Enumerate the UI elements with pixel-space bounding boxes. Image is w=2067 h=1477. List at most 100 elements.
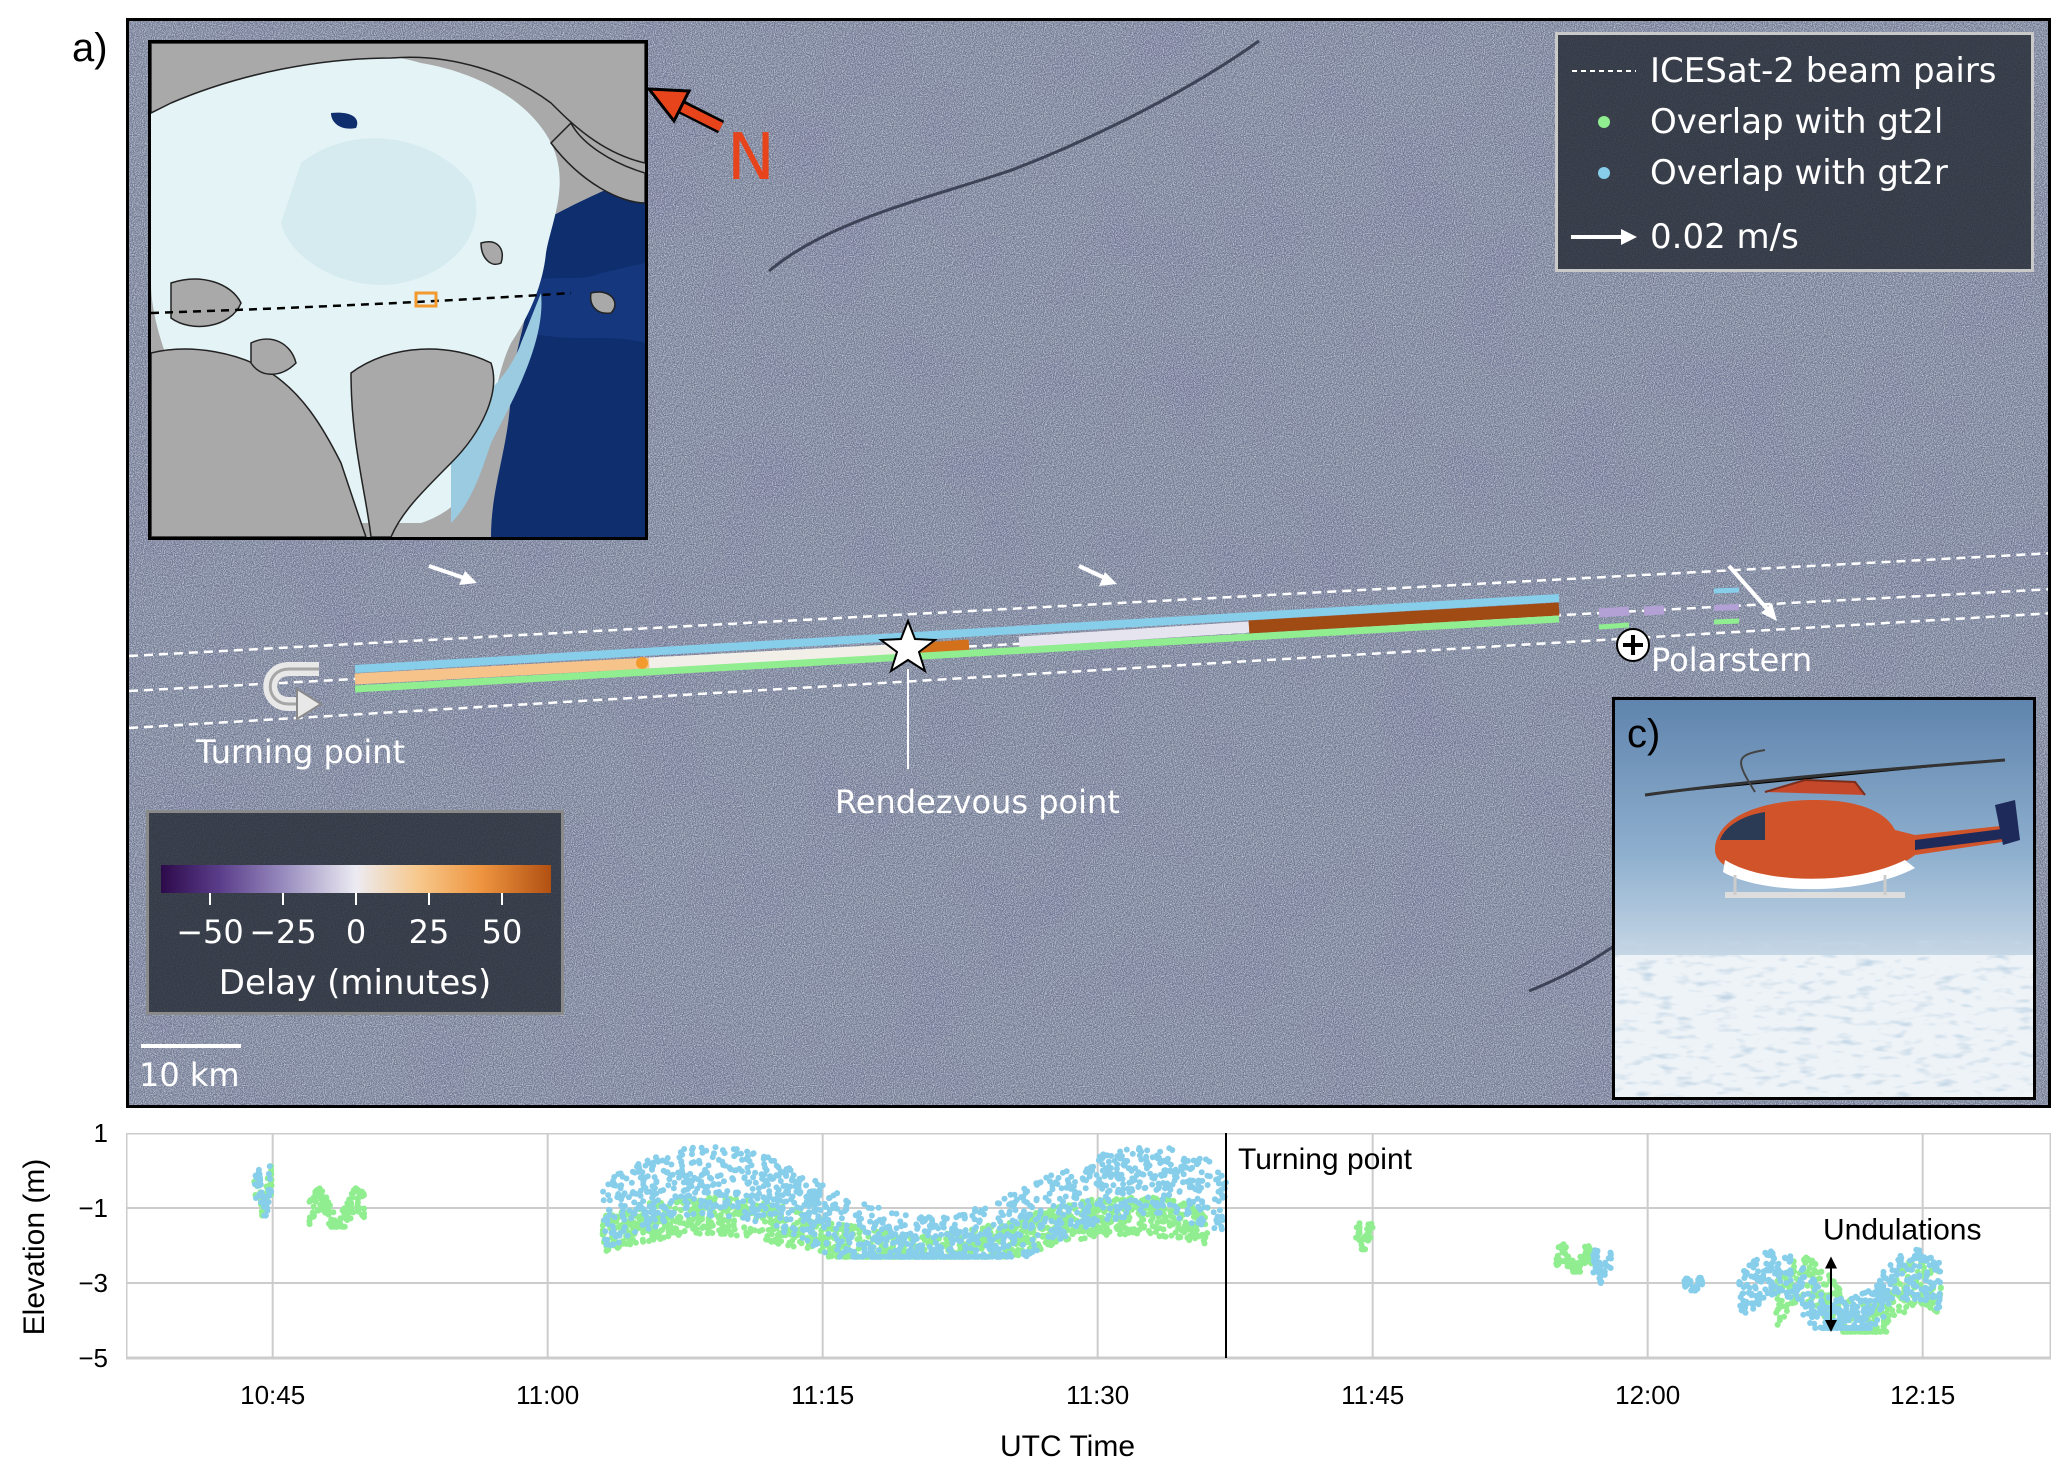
data-point	[951, 1221, 958, 1228]
data-point	[1084, 1166, 1091, 1173]
data-point	[1022, 1223, 1029, 1230]
data-point	[782, 1223, 789, 1230]
data-point	[1031, 1242, 1038, 1249]
data-point	[770, 1196, 777, 1203]
track-overlay	[129, 87, 2048, 1048]
data-point	[310, 1194, 317, 1201]
data-point	[933, 1253, 939, 1260]
data-point	[861, 1248, 868, 1255]
data-point	[836, 1221, 842, 1228]
data-point	[719, 1147, 726, 1154]
data-point	[851, 1223, 858, 1230]
polarstern-ship-icon	[1616, 628, 1650, 662]
data-point	[1907, 1257, 1913, 1264]
data-point	[1367, 1234, 1374, 1241]
data-point	[620, 1206, 626, 1213]
data-point	[843, 1245, 850, 1252]
data-point	[785, 1241, 792, 1248]
data-point	[1034, 1232, 1041, 1239]
data-point	[1064, 1177, 1071, 1183]
data-point	[255, 1166, 262, 1173]
data-point	[699, 1182, 706, 1189]
data-point	[670, 1185, 677, 1192]
data-point	[1127, 1197, 1134, 1204]
data-point	[1176, 1188, 1183, 1195]
data-point	[937, 1253, 944, 1260]
data-point	[1060, 1211, 1067, 1218]
data-point	[623, 1175, 630, 1182]
data-point	[775, 1234, 782, 1241]
data-point	[717, 1211, 724, 1218]
data-point	[1037, 1179, 1044, 1186]
data-point	[268, 1182, 275, 1189]
data-point	[1910, 1280, 1917, 1287]
data-point	[712, 1144, 719, 1151]
data-point	[687, 1179, 694, 1186]
data-point	[768, 1231, 775, 1238]
data-point	[665, 1210, 672, 1217]
data-point	[1188, 1220, 1195, 1227]
data-point	[1181, 1162, 1187, 1169]
data-point	[783, 1216, 790, 1223]
colorbar-ticks	[209, 893, 503, 905]
data-point	[1787, 1267, 1794, 1274]
y-tick-label: −3	[78, 1268, 108, 1298]
data-point	[640, 1198, 647, 1205]
data-point	[882, 1242, 889, 1249]
data-point	[1755, 1301, 1762, 1308]
panel-c-label: c)	[1627, 712, 1661, 756]
data-point	[1877, 1281, 1884, 1288]
data-point	[699, 1225, 706, 1231]
data-point	[698, 1203, 704, 1210]
data-point	[1051, 1227, 1057, 1234]
data-point	[1924, 1269, 1931, 1276]
data-point	[1054, 1181, 1061, 1187]
data-point	[892, 1231, 899, 1238]
data-point	[621, 1224, 628, 1230]
data-point	[732, 1189, 739, 1196]
data-point	[265, 1199, 272, 1205]
data-point	[632, 1228, 639, 1235]
data-point	[1873, 1296, 1880, 1303]
data-point	[691, 1200, 698, 1207]
data-point	[1756, 1274, 1763, 1281]
data-point	[653, 1178, 660, 1185]
data-point	[1126, 1165, 1133, 1172]
data-point	[888, 1253, 895, 1260]
data-point	[1072, 1191, 1078, 1198]
data-point	[1569, 1266, 1576, 1272]
x-tick-label: 11:30	[1066, 1380, 1130, 1410]
data-point	[856, 1235, 863, 1242]
data-point	[1058, 1203, 1065, 1209]
data-point	[1175, 1225, 1182, 1232]
data-point	[769, 1202, 776, 1209]
data-point	[681, 1172, 688, 1179]
data-point	[1752, 1283, 1758, 1290]
data-point	[1903, 1291, 1910, 1298]
data-point	[932, 1222, 939, 1229]
data-point	[1913, 1246, 1920, 1253]
data-point	[1056, 1195, 1063, 1202]
data-point	[679, 1151, 686, 1158]
data-point	[1753, 1256, 1760, 1263]
data-point	[680, 1179, 687, 1186]
data-point	[1199, 1198, 1205, 1205]
delay-colorbar: −50 −25 0 25 50 Delay (minutes)	[146, 810, 564, 1015]
data-point	[1823, 1281, 1829, 1288]
data-point	[1159, 1158, 1166, 1165]
data-point	[1033, 1195, 1040, 1202]
data-point	[1006, 1250, 1013, 1257]
data-point	[1766, 1278, 1773, 1285]
data-point	[1194, 1195, 1201, 1202]
data-point	[716, 1192, 723, 1198]
data-point	[1916, 1272, 1923, 1279]
data-point	[1104, 1152, 1111, 1159]
data-point	[1084, 1197, 1091, 1204]
data-point	[799, 1175, 806, 1181]
data-point	[631, 1210, 638, 1217]
data-point	[953, 1214, 960, 1221]
data-point	[1809, 1310, 1816, 1317]
data-point	[914, 1223, 921, 1230]
delay-track-segment	[354, 657, 650, 685]
data-point	[1124, 1185, 1131, 1192]
